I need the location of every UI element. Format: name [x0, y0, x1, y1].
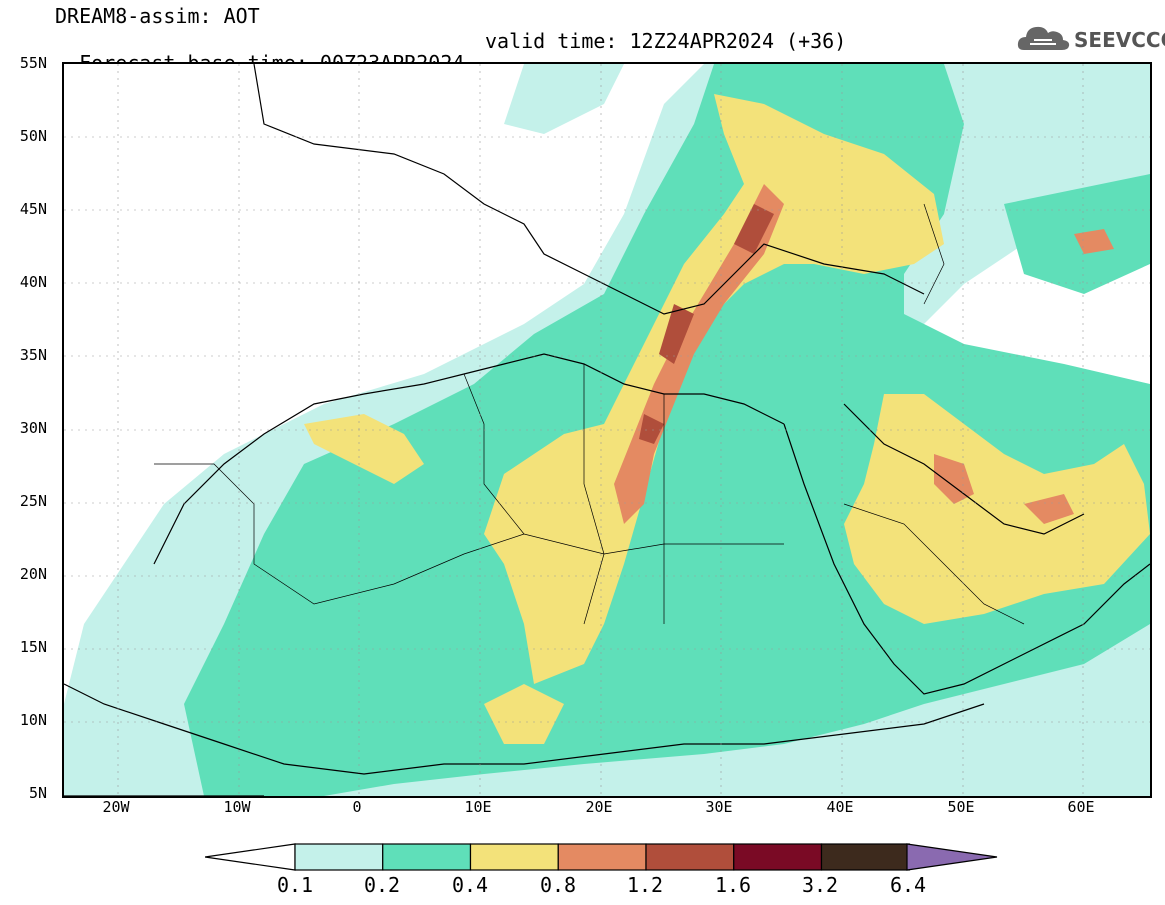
colorbar-over-arrow	[906, 843, 998, 871]
lon-label: 40E	[826, 798, 854, 816]
map-panel	[62, 62, 1152, 798]
colorbar-cell	[557, 843, 647, 871]
lat-label: 40N	[19, 273, 47, 291]
lat-label: 45N	[19, 200, 47, 218]
colorbar-cell	[645, 843, 735, 871]
lat-label: 30N	[19, 419, 47, 437]
lat-label: 35N	[19, 346, 47, 364]
colorbar-cell	[294, 843, 384, 871]
aot-field-1.2	[639, 204, 774, 444]
colorbar-cell	[382, 843, 472, 871]
country-borders	[154, 203, 1025, 625]
seevccc-logo: SEEVCCC	[1016, 22, 1165, 58]
lat-label: 5N	[28, 784, 47, 802]
lat-label: 20N	[19, 565, 47, 583]
lon-label: 20W	[102, 798, 130, 816]
logo-text: SEEVCCC	[1074, 28, 1165, 52]
valid-time-text: valid time: 12Z24APR2024 (+36)	[485, 29, 847, 53]
cloud-icon	[1017, 26, 1070, 50]
colorbar-label: 3.2	[801, 873, 839, 897]
colorbar-cell	[469, 843, 559, 871]
lat-label: 55N	[19, 54, 47, 72]
lon-label: 0	[352, 798, 362, 816]
colorbar-cell	[820, 843, 910, 871]
chart-title: DREAM8-assim: AOT	[55, 4, 260, 28]
colorbar-label: 6.4	[889, 873, 927, 897]
aot-map	[64, 64, 1150, 796]
lon-label: 60E	[1067, 798, 1095, 816]
colorbar	[205, 843, 998, 871]
lon-label: 30E	[705, 798, 733, 816]
coastlines	[64, 64, 1150, 796]
lat-label: 25N	[19, 492, 47, 510]
colorbar-label: 0.2	[363, 873, 401, 897]
lat-label: 15N	[19, 638, 47, 656]
colorbar-cell	[733, 843, 823, 871]
lon-label: 10E	[464, 798, 492, 816]
colorbar-label: 1.6	[714, 873, 752, 897]
colorbar-label: 1.2	[626, 873, 664, 897]
lat-label: 10N	[19, 711, 47, 729]
lon-label: 20E	[585, 798, 613, 816]
lon-label: 10W	[223, 798, 251, 816]
lat-label: 50N	[19, 127, 47, 145]
colorbar-under-arrow	[205, 843, 296, 871]
colorbar-label: 0.8	[539, 873, 577, 897]
colorbar-label: 0.4	[451, 873, 489, 897]
graticule	[64, 64, 1150, 796]
colorbar-label: 0.1	[276, 873, 314, 897]
lon-label: 50E	[947, 798, 975, 816]
